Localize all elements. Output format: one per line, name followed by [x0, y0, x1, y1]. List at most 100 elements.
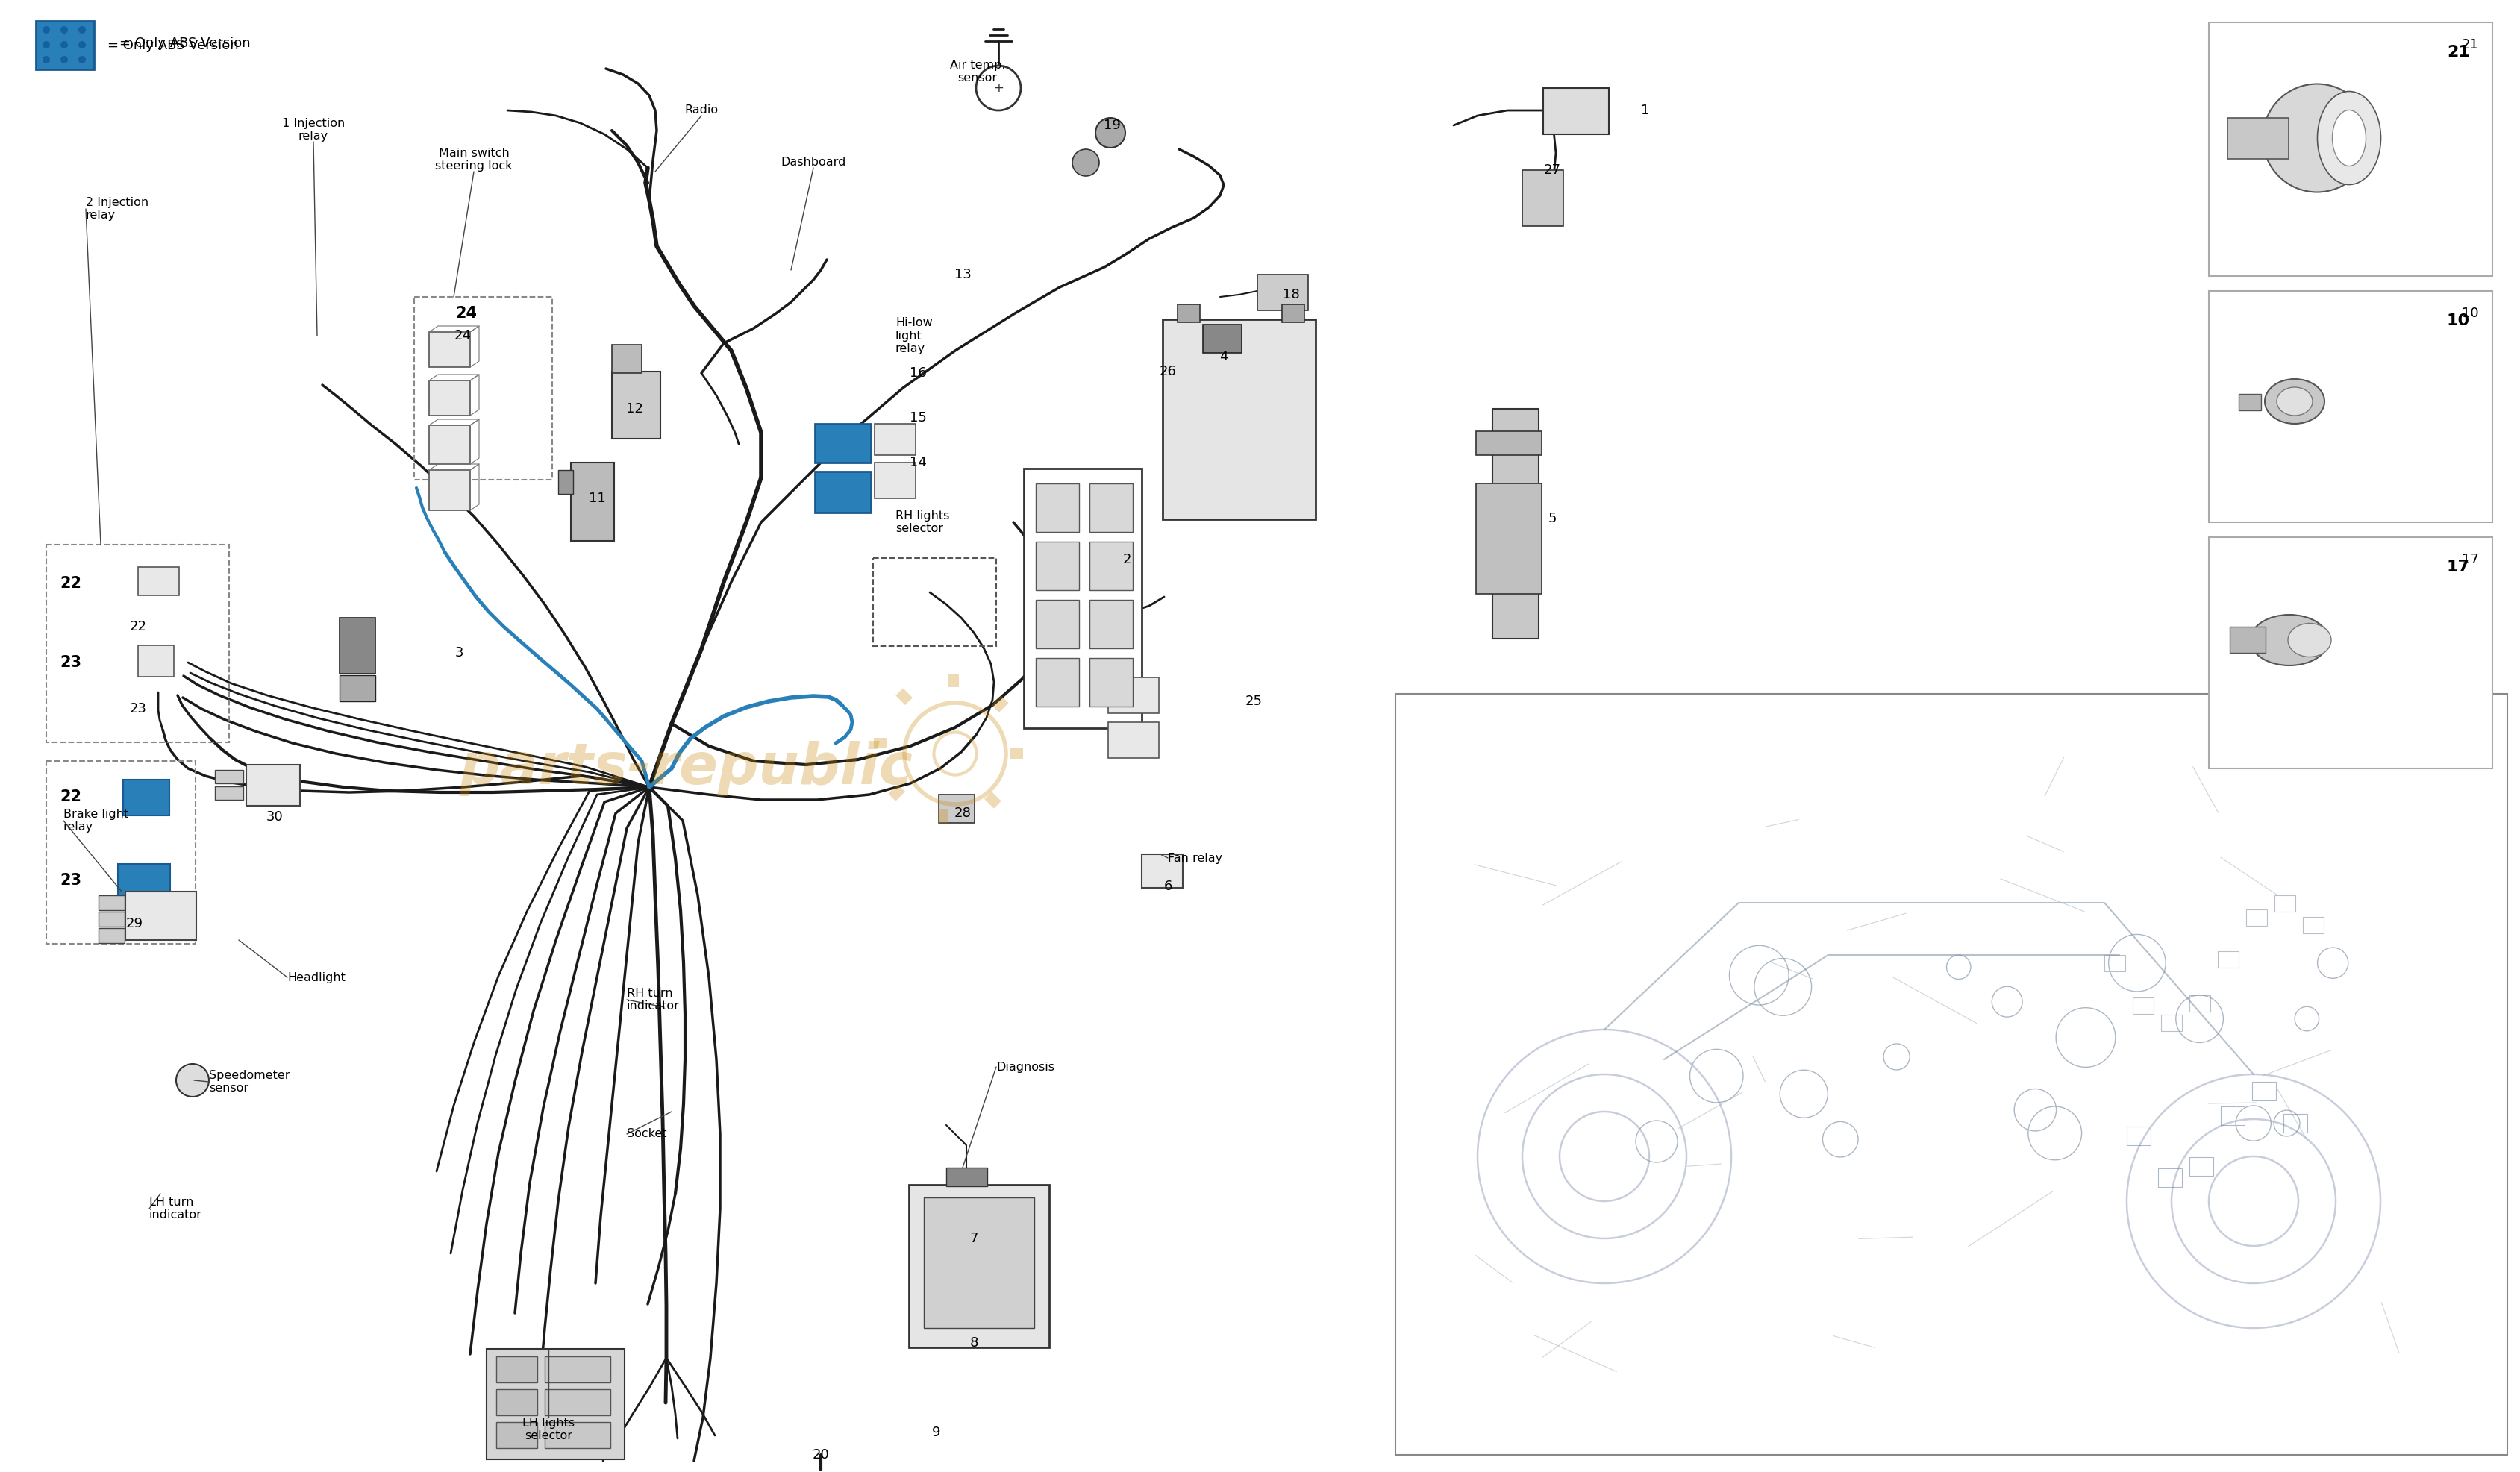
- Bar: [544, 1390, 610, 1415]
- Text: +: +: [993, 81, 1003, 94]
- Text: 22: 22: [60, 576, 81, 590]
- Text: 13: 13: [955, 268, 970, 281]
- Bar: [1522, 171, 1562, 227]
- Text: 4: 4: [1220, 350, 1227, 364]
- Bar: [612, 371, 660, 439]
- Text: 1: 1: [1641, 103, 1651, 118]
- Text: Dashboard: Dashboard: [781, 156, 847, 168]
- Text: 23: 23: [60, 873, 81, 888]
- Bar: [937, 810, 948, 823]
- Text: 27: 27: [1545, 163, 1560, 177]
- Circle shape: [43, 26, 50, 34]
- Bar: [872, 558, 995, 646]
- Text: 21: 21: [2462, 38, 2480, 52]
- Text: 19: 19: [1104, 119, 1121, 132]
- Bar: [2132, 998, 2155, 1014]
- Text: Air temp.
sensor: Air temp. sensor: [950, 60, 1005, 84]
- Bar: [945, 1167, 988, 1186]
- Bar: [2190, 1157, 2213, 1176]
- Text: 6: 6: [1164, 880, 1172, 894]
- Bar: [887, 785, 905, 801]
- Bar: [2303, 917, 2323, 933]
- Bar: [2210, 291, 2492, 523]
- Bar: [2157, 1169, 2182, 1186]
- Bar: [544, 1356, 610, 1382]
- Circle shape: [78, 56, 86, 63]
- Text: 30: 30: [267, 810, 282, 824]
- Bar: [1036, 542, 1079, 590]
- Text: 17: 17: [2462, 553, 2480, 567]
- Bar: [557, 470, 572, 495]
- Bar: [1089, 601, 1134, 648]
- Bar: [544, 1422, 610, 1448]
- Text: LH turn
indicator: LH turn indicator: [149, 1197, 202, 1220]
- Text: 7: 7: [970, 1232, 978, 1245]
- Bar: [948, 674, 960, 687]
- Bar: [1202, 324, 1242, 353]
- Bar: [45, 761, 197, 944]
- Bar: [1089, 542, 1134, 590]
- Circle shape: [60, 56, 68, 63]
- Bar: [496, 1390, 537, 1415]
- Bar: [940, 795, 975, 823]
- Text: 10: 10: [2447, 314, 2470, 328]
- Text: 22: 22: [129, 620, 146, 633]
- Text: LH lights
selector: LH lights selector: [522, 1418, 575, 1441]
- Bar: [2283, 1114, 2308, 1133]
- Bar: [985, 792, 1000, 808]
- Bar: [1023, 468, 1142, 729]
- Bar: [98, 911, 123, 926]
- Bar: [993, 696, 1008, 712]
- Text: 11: 11: [590, 492, 605, 505]
- Text: 24: 24: [456, 306, 476, 321]
- Text: = Only ABS Version: = Only ABS Version: [108, 38, 239, 52]
- Ellipse shape: [2276, 387, 2313, 415]
- Bar: [814, 424, 872, 462]
- Bar: [2228, 118, 2288, 159]
- Circle shape: [176, 1064, 209, 1097]
- Bar: [2220, 1107, 2245, 1126]
- Text: = Only ABS Version: = Only ABS Version: [118, 37, 249, 50]
- Bar: [814, 471, 872, 512]
- Bar: [98, 929, 123, 944]
- Bar: [2127, 1126, 2150, 1145]
- Bar: [2162, 1014, 2182, 1030]
- Bar: [2276, 895, 2296, 913]
- Circle shape: [1074, 149, 1099, 177]
- Bar: [2218, 951, 2238, 969]
- Bar: [496, 1356, 537, 1382]
- Bar: [2245, 910, 2268, 926]
- Bar: [1089, 483, 1134, 531]
- Text: 15: 15: [910, 411, 927, 424]
- Bar: [2210, 22, 2492, 277]
- Bar: [910, 1185, 1048, 1347]
- Text: 5: 5: [1547, 512, 1557, 526]
- Text: 8: 8: [970, 1337, 978, 1350]
- Bar: [214, 770, 244, 783]
- Bar: [413, 297, 552, 480]
- Text: Main switch
steering lock: Main switch steering lock: [436, 147, 512, 172]
- Text: RH lights
selector: RH lights selector: [895, 511, 950, 534]
- Text: Hi-low
light
relay: Hi-low light relay: [895, 316, 932, 355]
- Bar: [1011, 748, 1023, 758]
- Text: 17: 17: [2447, 559, 2470, 574]
- Text: 24: 24: [454, 330, 471, 343]
- Bar: [126, 892, 197, 941]
- Circle shape: [1096, 118, 1126, 147]
- Bar: [2230, 627, 2265, 652]
- Bar: [874, 737, 887, 748]
- Circle shape: [43, 41, 50, 49]
- Circle shape: [78, 41, 86, 49]
- Text: 20: 20: [811, 1448, 829, 1462]
- Text: RH turn
indicator: RH turn indicator: [627, 988, 680, 1011]
- Bar: [428, 333, 471, 367]
- Bar: [1036, 601, 1079, 648]
- Bar: [428, 380, 471, 415]
- Bar: [214, 786, 244, 799]
- Text: Socket: Socket: [627, 1129, 668, 1139]
- Bar: [895, 689, 912, 705]
- Bar: [2238, 394, 2260, 411]
- Bar: [1089, 658, 1134, 707]
- Bar: [874, 462, 915, 499]
- Circle shape: [975, 66, 1021, 110]
